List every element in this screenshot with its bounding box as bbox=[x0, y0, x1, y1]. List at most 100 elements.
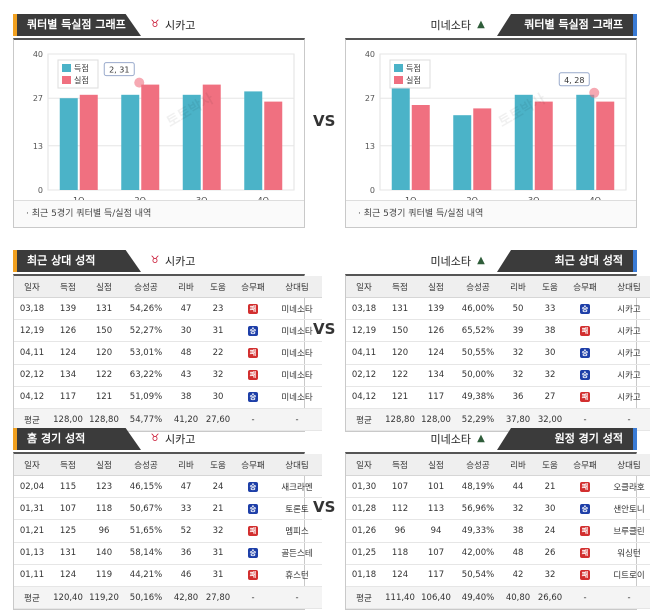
table-cell: 48,19% bbox=[454, 475, 502, 499]
table-cell: 124 bbox=[50, 341, 86, 365]
team-name: 미네소타 bbox=[430, 433, 471, 446]
column-header: 실점 bbox=[86, 454, 122, 476]
table-cell: 120,40 bbox=[50, 586, 86, 610]
table-row: 03,18 131 139 46,00% 50 33 승 시카고 bbox=[346, 297, 650, 321]
win-badge: 승 bbox=[248, 481, 258, 492]
loss-badge: 패 bbox=[580, 392, 590, 403]
table-cell: 36 bbox=[170, 542, 202, 565]
average-row: 평균 128,00 128,80 54,77% 41,20 27,60- - bbox=[14, 408, 322, 432]
win-badge: 승 bbox=[248, 503, 258, 514]
table-cell: 01,26 bbox=[346, 519, 382, 543]
quarter-chart-title: 쿼터별 득실점 그래프 bbox=[13, 14, 141, 36]
table-cell: 106,40 bbox=[418, 586, 454, 610]
team-name: 시카고 bbox=[165, 433, 196, 446]
home-table-box: 일자 득점 실점 승성공 리바 도움 승무패 상대팀 02,04 115 123 46,15% 47 2… bbox=[13, 452, 322, 610]
table-cell: 31 bbox=[202, 564, 234, 587]
table-cell: 150 bbox=[382, 319, 418, 343]
vs-label: VS bbox=[313, 498, 336, 516]
table-row: 03,18 139 131 54,26% 47 23 패 미네소타 bbox=[14, 297, 322, 321]
table-cell: 134 bbox=[50, 364, 86, 387]
column-header: 도움 bbox=[202, 276, 234, 298]
team-name: 미네소타 bbox=[430, 19, 471, 32]
table-cell: 117 bbox=[50, 386, 86, 409]
result-cell: 패 bbox=[234, 341, 272, 365]
bar-allowed bbox=[473, 108, 492, 190]
table-cell: 58,14% bbox=[122, 542, 170, 565]
table-cell: 128,00 bbox=[418, 408, 454, 432]
table-cell: 01,28 bbox=[346, 497, 382, 521]
loss-badge: 패 bbox=[248, 570, 258, 581]
table-cell: 113 bbox=[418, 497, 454, 521]
table-cell: 52,29% bbox=[454, 408, 502, 432]
column-header: 승성공 bbox=[122, 276, 170, 298]
tooltip-text: 4, 28 bbox=[564, 76, 584, 85]
table-cell: 128,80 bbox=[86, 408, 122, 432]
column-header: 득점 bbox=[382, 454, 418, 476]
table-cell: 시카고 bbox=[604, 319, 650, 343]
table-row: 04,11 120 124 50,55% 32 30 승 시카고 bbox=[346, 341, 650, 365]
table-cell: 40,80 bbox=[502, 586, 534, 610]
column-header: 승무패 bbox=[234, 276, 272, 298]
table-cell: 03,18 bbox=[14, 297, 50, 321]
legend-label: 득점 bbox=[406, 63, 421, 73]
table-cell: 128,00 bbox=[50, 408, 86, 432]
legend-swatch bbox=[62, 64, 71, 72]
table-row: 12,19 150 126 65,52% 39 38 패 시카고 bbox=[346, 319, 650, 343]
table-cell: 시카고 bbox=[604, 364, 650, 387]
team-label: ♉ 시카고 bbox=[149, 431, 196, 447]
column-header: 실점 bbox=[418, 454, 454, 476]
table-cell: 멤피스 bbox=[272, 519, 322, 543]
table-row: 04,12 121 117 49,38% 36 27 패 시카고 bbox=[346, 386, 650, 409]
table-cell: 52,27% bbox=[122, 319, 170, 343]
table-cell: 41,20 bbox=[170, 408, 202, 432]
table-cell: 02,12 bbox=[14, 364, 50, 387]
table-cell: 124 bbox=[382, 564, 418, 587]
table-row: 02,12 134 122 63,22% 43 32 패 미네소타 bbox=[14, 364, 322, 387]
table-cell: 27,80 bbox=[202, 586, 234, 610]
table-cell: 01,30 bbox=[346, 475, 382, 499]
table-cell: 65,52% bbox=[454, 319, 502, 343]
result-cell: 패 bbox=[234, 297, 272, 321]
table-cell: - bbox=[272, 408, 322, 432]
table-cell: 49,38% bbox=[454, 386, 502, 409]
table-row: 12,19 126 150 52,27% 30 31 승 미네소타 bbox=[14, 319, 322, 343]
table-cell: 124 bbox=[50, 564, 86, 587]
table-cell: 140 bbox=[86, 542, 122, 565]
bar-scored bbox=[244, 91, 263, 190]
table-cell: 24 bbox=[534, 519, 566, 543]
table-cell: 126 bbox=[50, 319, 86, 343]
table-cell: 49,40% bbox=[454, 586, 502, 610]
table-cell: 50,16% bbox=[122, 586, 170, 610]
y-tick-label: 13 bbox=[33, 142, 43, 151]
vs-label: VS bbox=[313, 112, 336, 130]
recent-panel-right: 미네소타 ▲ 최근 상대 성적 일자 득점 실점 승성공 리바 도움 승무패 상대팀 03,1… bbox=[345, 250, 650, 433]
result-cell: 패 bbox=[234, 519, 272, 543]
table-cell: 50,00% bbox=[454, 364, 502, 387]
table-cell: 04,11 bbox=[346, 341, 382, 365]
table-cell: 42 bbox=[502, 564, 534, 587]
recent-table-left: 일자 득점 실점 승성공 리바 도움 승무패 상대팀 03,18 139 131 54,26% 47 2… bbox=[14, 276, 322, 432]
table-cell: 브루클린 bbox=[604, 519, 650, 543]
table-cell: 50,54% bbox=[454, 564, 502, 587]
y-tick-label: 27 bbox=[365, 94, 375, 103]
legend-label: 득점 bbox=[74, 63, 89, 73]
table-cell: 01,11 bbox=[14, 564, 50, 587]
table-cell: 시카고 bbox=[604, 341, 650, 365]
table-cell: 94 bbox=[418, 519, 454, 543]
timberwolves-logo-icon: ▲ bbox=[477, 19, 485, 30]
away-title: 원정 경기 성적 bbox=[497, 428, 637, 450]
home-panel-left: 홈 경기 성적 ♉ 시카고 일자 득점 실점 승성공 리바 도움 승무패 상대팀 02,04 1… bbox=[13, 428, 322, 610]
table-cell: 38 bbox=[534, 319, 566, 343]
table-cell: - bbox=[272, 586, 322, 610]
table-cell: 12,19 bbox=[346, 319, 382, 343]
table-row: 01,11 124 119 44,21% 46 31 패 휴스턴 bbox=[14, 564, 322, 587]
table-cell: 120 bbox=[86, 341, 122, 365]
bar-scored bbox=[59, 98, 78, 190]
table-row: 01,13 131 140 58,14% 36 31 승 골든스테 bbox=[14, 542, 322, 565]
table-cell: 평균 bbox=[14, 408, 50, 432]
team-label: ♉ 시카고 bbox=[149, 253, 196, 269]
column-header: 승성공 bbox=[454, 276, 502, 298]
table-cell: 33 bbox=[534, 297, 566, 321]
table-cell: 디트로이 bbox=[604, 564, 650, 587]
table-cell: 22 bbox=[202, 341, 234, 365]
